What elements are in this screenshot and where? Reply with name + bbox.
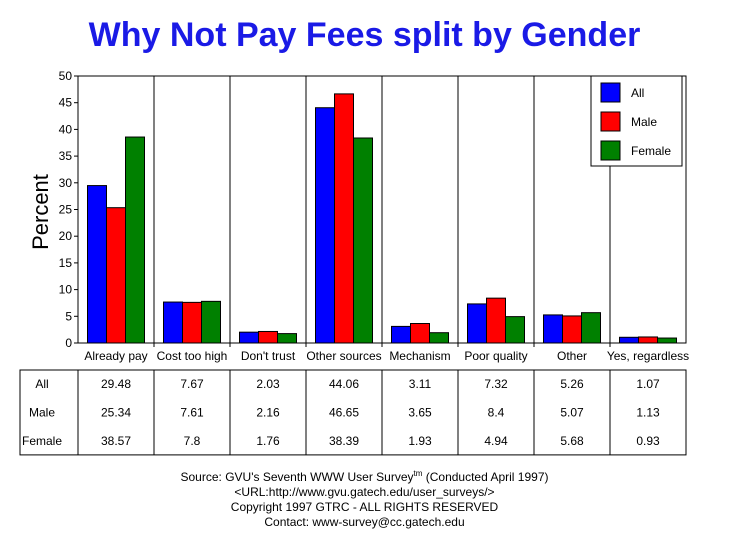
x-tick-label: Don't trust bbox=[241, 349, 296, 363]
bar-all bbox=[315, 107, 335, 344]
bar-male bbox=[638, 336, 658, 344]
bar-female bbox=[429, 332, 449, 344]
bar-all bbox=[467, 303, 487, 344]
bar-female bbox=[505, 316, 525, 344]
legend-label-female: Female bbox=[631, 144, 671, 158]
source-text: Source: GVU's Seventh WWW User Survey bbox=[180, 470, 414, 484]
data-table-frame bbox=[19, 369, 687, 456]
y-tick-label: 35 bbox=[59, 149, 73, 163]
source-suffix: (Conducted April 1997) bbox=[422, 470, 549, 484]
source-url[interactable]: <URL:http://www.gvu.gatech.edu/user_surv… bbox=[234, 485, 495, 499]
x-tick-label: Yes, regardless bbox=[607, 349, 689, 363]
table-cell: 8.4 bbox=[488, 405, 505, 419]
source-footer: Source: GVU's Seventh WWW User Surveytm … bbox=[0, 466, 729, 530]
x-tick-label: Cost too high bbox=[157, 349, 228, 363]
legend-label-male: Male bbox=[631, 115, 657, 129]
bar-female bbox=[201, 300, 221, 344]
bar-all bbox=[163, 301, 183, 344]
table-cell: 29.48 bbox=[101, 377, 131, 391]
table-cell: 7.8 bbox=[184, 434, 201, 448]
y-tick-label: 5 bbox=[65, 309, 72, 323]
bar-male bbox=[258, 330, 278, 344]
x-tick-label: Other sources bbox=[306, 349, 381, 363]
table-cell: 3.11 bbox=[409, 377, 432, 391]
bar-all bbox=[619, 336, 639, 344]
bar-male bbox=[182, 301, 202, 344]
bar-male bbox=[334, 93, 354, 344]
bar-all bbox=[87, 185, 107, 344]
copyright-text: Copyright 1997 GTRC - ALL RIGHTS RESERVE… bbox=[230, 500, 499, 514]
table-cell: 38.39 bbox=[329, 434, 359, 448]
table-cell: 5.07 bbox=[560, 405, 584, 419]
y-tick-label: 30 bbox=[59, 176, 73, 190]
table-cell: 1.13 bbox=[636, 405, 660, 419]
bar-male bbox=[410, 323, 430, 344]
table-cell: 2.16 bbox=[256, 405, 280, 419]
legend-swatch-female bbox=[600, 140, 621, 161]
table-row-label: Female bbox=[22, 434, 62, 448]
table-cell: 7.32 bbox=[484, 377, 508, 391]
legend-swatch-male bbox=[600, 111, 621, 132]
bar-female bbox=[581, 312, 601, 344]
x-tick-label: Poor quality bbox=[464, 349, 527, 363]
trademark-mark: tm bbox=[413, 469, 423, 478]
table-cell: 0.93 bbox=[636, 434, 660, 448]
x-tick-label: Mechanism bbox=[389, 349, 450, 363]
table-cell: 1.07 bbox=[636, 377, 660, 391]
table-cell: 7.67 bbox=[180, 377, 204, 391]
bar-female bbox=[657, 337, 677, 344]
bar-male bbox=[562, 315, 582, 344]
y-tick-label: 20 bbox=[59, 229, 73, 243]
bar-female bbox=[277, 333, 297, 344]
table-cell: 1.76 bbox=[256, 434, 280, 448]
table-row-label: Male bbox=[29, 405, 55, 419]
y-tick-label: 50 bbox=[59, 69, 73, 83]
y-tick-label: 10 bbox=[59, 283, 73, 297]
bar-female bbox=[353, 137, 373, 344]
bar-male bbox=[486, 297, 506, 344]
table-cell: 38.57 bbox=[101, 434, 131, 448]
table-cell: 2.03 bbox=[256, 377, 280, 391]
table-cell: 5.68 bbox=[560, 434, 584, 448]
table-cell: 5.26 bbox=[560, 377, 584, 391]
table-cell: 3.65 bbox=[408, 405, 432, 419]
y-tick-label: 15 bbox=[59, 256, 73, 270]
bar-all bbox=[239, 331, 259, 344]
source-line: Source: GVU's Seventh WWW User Surveytm … bbox=[0, 466, 729, 485]
table-row-label: All bbox=[35, 377, 48, 391]
table-cell: 46.65 bbox=[329, 405, 359, 419]
table-cell: 1.93 bbox=[408, 434, 432, 448]
legend-swatch-all bbox=[600, 82, 621, 103]
chart-title: Why Not Pay Fees split by Gender bbox=[88, 16, 641, 54]
bar-male bbox=[106, 207, 126, 344]
y-tick-label: 40 bbox=[59, 122, 73, 136]
table-cell: 7.61 bbox=[180, 405, 204, 419]
bar-female bbox=[125, 136, 145, 344]
y-tick-label: 25 bbox=[59, 203, 73, 217]
x-tick-label: Other bbox=[557, 349, 587, 363]
table-cell: 44.06 bbox=[329, 377, 359, 391]
y-tick-label: 45 bbox=[59, 96, 73, 110]
table-cell: 25.34 bbox=[101, 405, 131, 419]
bar-all bbox=[391, 325, 411, 344]
x-tick-label: Already pay bbox=[84, 349, 147, 363]
table-cell: 4.94 bbox=[484, 434, 508, 448]
contact-email[interactable]: Contact: www-survey@cc.gatech.edu bbox=[264, 515, 465, 529]
bar-all bbox=[543, 314, 563, 344]
legend-label-all: All bbox=[631, 86, 644, 100]
y-tick-label: 0 bbox=[65, 336, 72, 350]
